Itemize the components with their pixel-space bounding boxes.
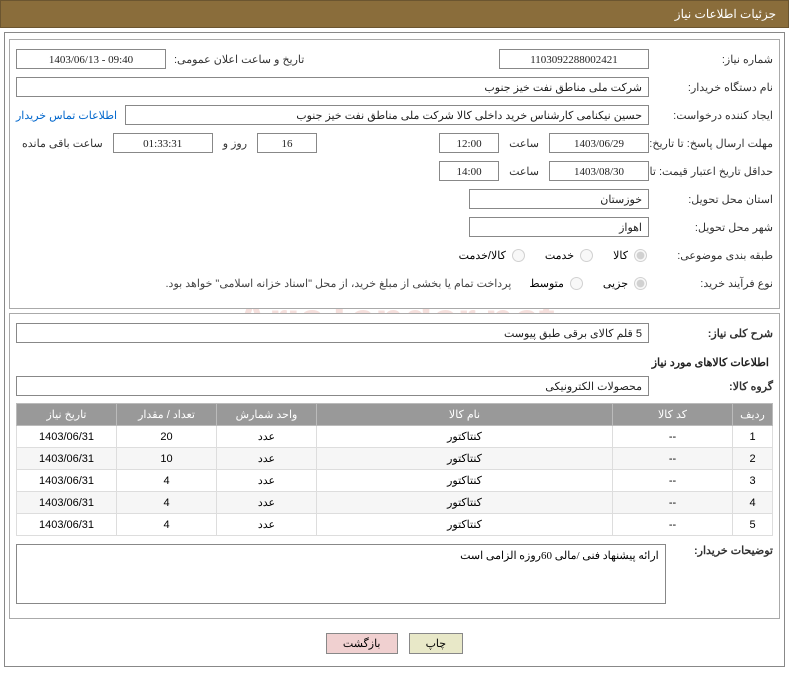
cell-unit: عدد [217,470,317,492]
cell-qty: 10 [117,448,217,470]
print-button[interactable]: چاپ [409,633,464,654]
group-label: گروه کالا: [653,380,773,393]
summary-value: 5 قلم کالای برقی طبق پیوست [16,323,649,343]
buyer-org-value: شرکت ملی مناطق نفت خیز جنوب [16,77,649,97]
need-no-value: 1103092288002421 [499,49,649,69]
buyer-org-label: نام دستگاه خریدار: [653,81,773,94]
countdown: 01:33:31 [113,133,213,153]
page-header: جزئیات اطلاعات نیاز [0,0,789,28]
resp-date: 1403/06/29 [549,133,649,153]
cell-unit: عدد [217,514,317,536]
cell-n: 1 [733,426,773,448]
cell-qty: 4 [117,514,217,536]
radio-medium[interactable] [570,277,583,290]
cell-n: 3 [733,470,773,492]
cell-qty: 4 [117,470,217,492]
price-date: 1403/08/30 [549,161,649,181]
buyer-notes [16,544,666,604]
days-label: روز و [217,137,253,150]
cell-unit: عدد [217,448,317,470]
goods-table: ردیف کد کالا نام کالا واحد شمارش تعداد /… [16,403,773,536]
cell-code: -- [613,448,733,470]
cell-date: 1403/06/31 [17,492,117,514]
cell-name: کنتاکتور [317,448,613,470]
goods-list-title: اطلاعات کالاهای مورد نیاز [16,350,773,375]
resp-deadline-label: مهلت ارسال پاسخ: تا تاریخ: [653,137,773,150]
details-section: شماره نیاز: 1103092288002421 تاریخ و ساع… [9,39,780,309]
cell-qty: 20 [117,426,217,448]
cell-name: کنتاکتور [317,470,613,492]
category-radios: کالا خدمت کالا/خدمت [445,249,649,262]
th-date: تاریخ نیاز [17,404,117,426]
th-name: نام کالا [317,404,613,426]
cell-n: 2 [733,448,773,470]
category-label: طبقه بندی موضوعی: [653,249,773,262]
process-label: نوع فرآیند خرید: [653,277,773,290]
page-title: جزئیات اطلاعات نیاز [675,7,776,21]
buyer-contact-link[interactable]: اطلاعات تماس خریدار [16,109,121,122]
radio-small-label: جزیی [589,277,628,290]
days-remaining: 16 [257,133,317,153]
th-code: کد کالا [613,404,733,426]
radio-both-label: کالا/خدمت [445,249,506,262]
cell-date: 1403/06/31 [17,514,117,536]
cell-code: -- [613,492,733,514]
group-value: محصولات الکترونیکی [16,376,649,396]
radio-medium-label: متوسط [515,277,564,290]
price-valid-label: حداقل تاریخ اعتبار قیمت: تا تاریخ: [653,165,773,178]
province-label: استان محل تحویل: [653,193,773,206]
summary-label: شرح کلی نیاز: [653,327,773,340]
cell-n: 4 [733,492,773,514]
radio-service-label: خدمت [531,249,574,262]
cell-code: -- [613,514,733,536]
radio-goods[interactable] [634,249,647,262]
cell-qty: 4 [117,492,217,514]
payment-note: پرداخت تمام یا بخشی از مبلغ خرید، از محل… [166,277,512,290]
process-radios: جزیی متوسط [515,277,649,290]
radio-small[interactable] [634,277,647,290]
cell-date: 1403/06/31 [17,448,117,470]
cell-code: -- [613,426,733,448]
cell-name: کنتاکتور [317,492,613,514]
table-row: 1--کنتاکتورعدد201403/06/31 [17,426,773,448]
cell-unit: عدد [217,492,317,514]
th-unit: واحد شمارش [217,404,317,426]
time-label-1: ساعت [503,137,545,150]
city-label: شهر محل تحویل: [653,221,773,234]
time-label-2: ساعت [503,165,545,178]
remain-label: ساعت باقی مانده [16,137,109,150]
city-value: اهواز [469,217,649,237]
announce-value: 1403/06/13 - 09:40 [16,49,166,69]
main-container: AriaTender.net شماره نیاز: 1103092288002… [4,32,785,667]
buyer-notes-label: توضیحات خریدار: [670,544,773,557]
need-no-label: شماره نیاز: [653,53,773,66]
province-value: خوزستان [469,189,649,209]
radio-service[interactable] [580,249,593,262]
cell-unit: عدد [217,426,317,448]
radio-both[interactable] [512,249,525,262]
cell-date: 1403/06/31 [17,470,117,492]
requester-label: ایجاد کننده درخواست: [653,109,773,122]
price-time: 14:00 [439,161,499,181]
cell-n: 5 [733,514,773,536]
table-row: 4--کنتاکتورعدد41403/06/31 [17,492,773,514]
th-row: ردیف [733,404,773,426]
announce-label: تاریخ و ساعت اعلان عمومی: [170,53,304,66]
th-qty: تعداد / مقدار [117,404,217,426]
back-button[interactable]: بازگشت [326,633,398,654]
table-row: 2--کنتاکتورعدد101403/06/31 [17,448,773,470]
cell-code: -- [613,470,733,492]
cell-name: کنتاکتور [317,514,613,536]
cell-name: کنتاکتور [317,426,613,448]
table-row: 5--کنتاکتورعدد41403/06/31 [17,514,773,536]
button-row: چاپ بازگشت [7,623,782,664]
resp-time: 12:00 [439,133,499,153]
radio-goods-label: کالا [599,249,628,262]
requester-value: حسین نیکنامی کارشناس خرید داخلی کالا شرک… [125,105,649,125]
summary-section: شرح کلی نیاز: 5 قلم کالای برقی طبق پیوست… [9,313,780,619]
cell-date: 1403/06/31 [17,426,117,448]
table-row: 3--کنتاکتورعدد41403/06/31 [17,470,773,492]
